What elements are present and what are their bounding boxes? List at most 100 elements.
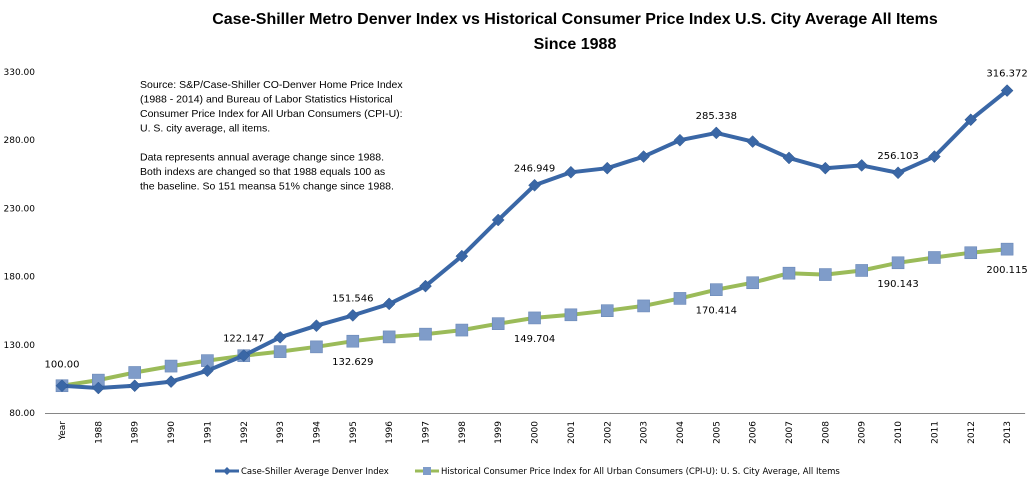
denver-point (928, 150, 941, 163)
x-tick-label: 1989 (131, 421, 141, 444)
cpi-point (164, 359, 178, 373)
denver-data-label: 285.338 (696, 111, 737, 122)
denver-data-label: 246.949 (514, 163, 555, 174)
cpi-data-label: 149.704 (514, 334, 555, 345)
cpi-point (855, 264, 869, 277)
denver-point (564, 165, 578, 179)
x-tick-label: 2004 (676, 421, 686, 444)
cpi-point (382, 330, 396, 344)
x-tick-label: 2005 (712, 421, 722, 444)
x-tick-label: 2010 (894, 421, 904, 444)
denver-point (346, 309, 360, 322)
denver-point (855, 159, 869, 172)
data-labels: 100.00 132.629 149.704 170.414 190.143 200.11… (45, 69, 1027, 371)
denver-point (818, 161, 832, 175)
cpi-point (564, 308, 578, 322)
cpi-point (1000, 242, 1014, 256)
x-tick-label: 2006 (749, 421, 759, 444)
cpi-point (455, 323, 469, 337)
x-tick-label: 1997 (422, 421, 432, 444)
x-tick-label: 2001 (567, 421, 577, 444)
chart-subtitle: Since 1988 (534, 36, 617, 53)
x-tick-label: 1995 (349, 421, 359, 444)
denver-point (55, 379, 69, 393)
x-tick-label: 1993 (276, 421, 286, 444)
cpi-data-label: 170.414 (696, 306, 737, 317)
cpi-data-label: 200.115 (986, 265, 1027, 276)
annotation-line: (1988 - 2014) and Bureau of Labor Statis… (140, 94, 393, 106)
x-tick-label: 1998 (458, 421, 468, 444)
chart-title: Case-Shiller Metro Denver Index vs Histo… (212, 11, 938, 28)
annotation-box: Source: S&P/Case-Shiller CO-Denver Home … (140, 79, 403, 193)
denver-point (1000, 84, 1014, 97)
cpi-data-label: 100.00 (45, 360, 80, 371)
denver-point (673, 133, 687, 147)
cpi-data-label: 190.143 (877, 279, 918, 290)
denver-point (382, 297, 396, 311)
legend-diamond-marker (223, 467, 231, 475)
denver-point (164, 375, 178, 388)
x-tick-label: 2008 (821, 421, 831, 444)
denver-point (128, 379, 142, 393)
denver-point (201, 364, 214, 378)
annotation-line: Source: S&P/Case-Shiller CO-Denver Home … (140, 79, 403, 91)
x-tick-label: 1990 (167, 421, 177, 444)
cpi-point (673, 292, 687, 305)
annotation-line: Data represents annual average change si… (140, 152, 384, 164)
annotation-line: U. S. city average, all items. (140, 123, 270, 135)
x-tick-label: 1999 (494, 421, 504, 444)
x-tick-label: 1996 (385, 421, 395, 444)
denver-point (419, 279, 432, 293)
x-tick-label: 2002 (603, 421, 613, 444)
cpi-data-label: 132.629 (332, 357, 373, 368)
y-tick-label: 330.00 (4, 68, 36, 78)
cpi-point (273, 345, 287, 358)
y-tick-label: 280.00 (4, 136, 36, 146)
denver-data-label: 151.546 (332, 293, 373, 304)
x-tick-label: 1992 (240, 421, 250, 444)
legend-item-denver: Case-Shiller Average Denver Index (215, 467, 389, 477)
y-tick-label: 180.00 (4, 273, 36, 283)
cpi-point (709, 283, 723, 296)
cpi-point (419, 327, 432, 341)
legend-label: Case-Shiller Average Denver Index (241, 467, 389, 477)
x-tick-label: 2007 (785, 421, 795, 444)
x-tick-label: 1988 (94, 421, 104, 444)
x-tick-label: Year (58, 421, 68, 441)
denver-point (964, 113, 978, 127)
x-tick-label: 2000 (531, 421, 541, 444)
denver-data-label: 256.103 (877, 151, 918, 162)
x-axis: Year 1988 1989 1990 1991 1992 1993 1994 1995 1996… (45, 413, 1026, 444)
y-tick-label: 130.00 (4, 341, 36, 351)
denver-point (528, 178, 541, 192)
denver-point (237, 349, 251, 362)
cpi-point (637, 299, 650, 313)
cpi-point (346, 334, 360, 348)
y-axis: 80.00 130.00 180.00 230.00 280.00 330.00 (4, 68, 36, 419)
x-tick-label: 2003 (640, 421, 650, 444)
x-tick-label: 2011 (930, 421, 940, 444)
legend-label: Historical Consumer Price Index for All … (441, 467, 840, 477)
legend: Case-Shiller Average Denver Index Histori… (215, 467, 840, 477)
x-tick-label: 1991 (203, 421, 213, 444)
series-layer (55, 84, 1014, 395)
x-tick-label: 2012 (967, 421, 977, 444)
denver-data-label: 122.147 (223, 334, 264, 345)
cpi-point (491, 317, 505, 330)
denver-point (600, 161, 614, 175)
annotation-line: Both indexs are changed so that 1988 equ… (140, 166, 385, 178)
x-tick-label: 2009 (858, 421, 868, 444)
cpi-point (310, 340, 323, 354)
x-tick-label: 2013 (1003, 421, 1013, 444)
cpi-point (128, 366, 141, 379)
denver-point (273, 330, 287, 344)
legend-square-marker (423, 467, 431, 475)
annotation-line: Consumer Price Index for All Urban Consu… (140, 108, 403, 120)
denver-point (91, 381, 105, 395)
cpi-point (891, 256, 905, 270)
denver-point (746, 135, 760, 148)
cpi-point (600, 304, 614, 318)
cpi-point (819, 268, 832, 281)
